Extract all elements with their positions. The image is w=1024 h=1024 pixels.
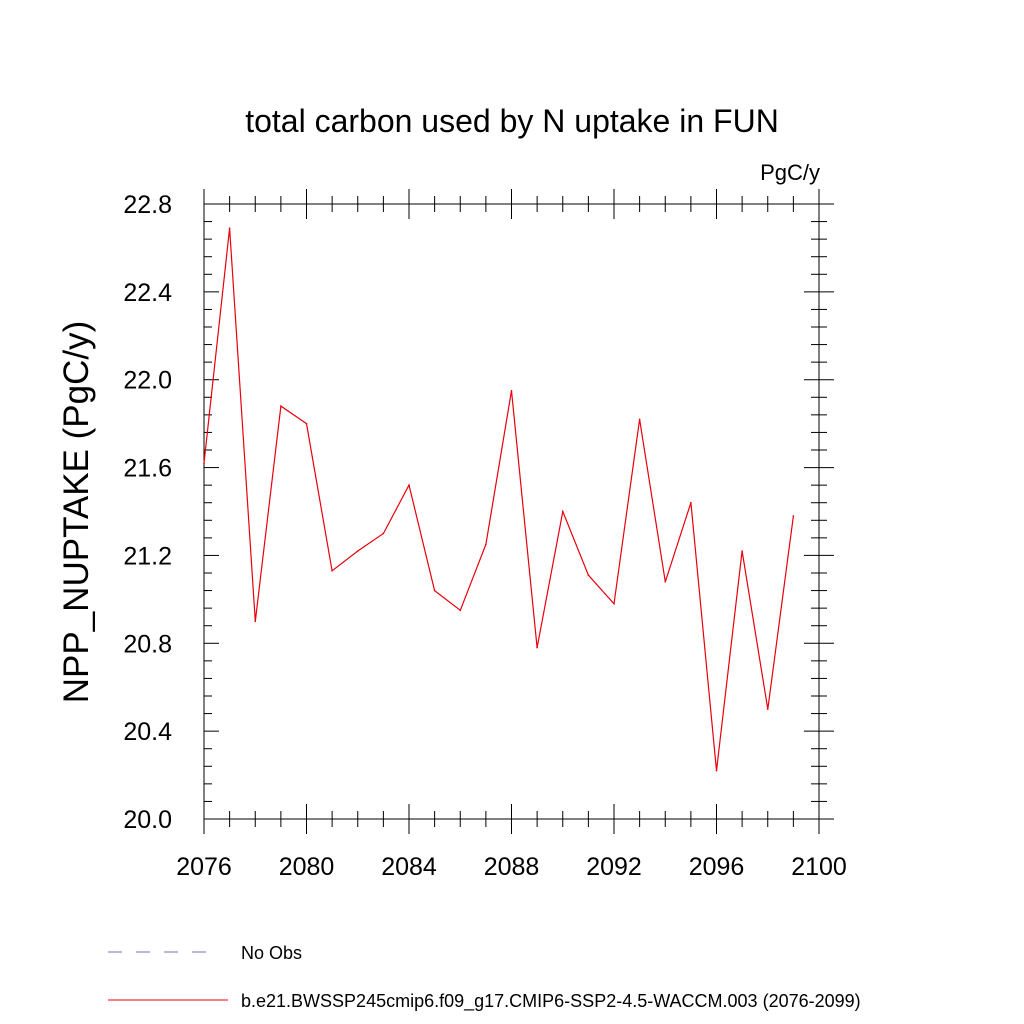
- data-point: [741, 550, 743, 552]
- x-tick-label: 2096: [689, 853, 745, 881]
- data-point: [408, 484, 410, 486]
- data-point: [536, 646, 538, 649]
- plot-frame: [203, 203, 820, 820]
- data-point: [331, 570, 333, 572]
- data-point: [485, 543, 487, 546]
- y-tick-label: 22.8: [123, 191, 172, 219]
- x-tick-label: 2088: [484, 853, 540, 881]
- chart-title: total carbon used by N uptake in FUN: [245, 103, 779, 139]
- data-point: [382, 532, 385, 535]
- data-point: [433, 589, 436, 592]
- data-point: [561, 510, 564, 513]
- data-point: [228, 227, 231, 229]
- legend: No Obs b.e21.BWSSP245cmip6.f09_g17.CMIP6…: [108, 943, 861, 1012]
- major-ticks: [203, 189, 834, 834]
- y-tick-label: 22.0: [123, 367, 172, 395]
- data-point: [792, 515, 795, 517]
- data-point: [638, 418, 641, 421]
- y-tick-label: 20.8: [123, 630, 172, 658]
- data-point: [254, 620, 257, 623]
- y-tick-label: 21.6: [123, 455, 172, 483]
- minor-ticks: [204, 196, 827, 827]
- x-tick-label: 2100: [791, 853, 847, 881]
- data-point: [203, 462, 205, 464]
- units-label: PgC/y: [760, 160, 820, 185]
- data-point: [613, 602, 615, 605]
- legend-label-model: b.e21.BWSSP245cmip6.f09_g17.CMIP6-SSP2-4…: [241, 991, 861, 1012]
- y-tick-labels: 20.0 20.4 20.8 21.2 21.6 22.0 22.4 22.8: [123, 191, 172, 834]
- y-tick-label: 22.4: [123, 279, 172, 307]
- x-tick-label: 2092: [586, 853, 642, 881]
- legend-label-no-obs: No Obs: [241, 943, 302, 963]
- x-tick-label: 2084: [381, 853, 437, 881]
- x-tick-label: 2076: [176, 853, 232, 881]
- y-tick-label: 21.2: [123, 542, 172, 570]
- data-point: [280, 405, 282, 407]
- x-tick-label: 2080: [279, 853, 335, 881]
- data-point: [664, 580, 667, 583]
- series-group: [203, 227, 795, 772]
- data-point: [510, 389, 513, 392]
- data-point: [766, 708, 769, 710]
- data-point: [690, 501, 692, 504]
- y-tick-label: 20.4: [123, 718, 172, 746]
- y-tick-label: 20.0: [123, 806, 172, 834]
- data-point: [305, 422, 308, 425]
- x-tick-labels: 2076 2080 2084 2088 2092 2096 2100: [176, 853, 847, 881]
- y-axis-label: NPP_NUPTAKE (PgC/y): [57, 321, 96, 704]
- data-point: [356, 550, 359, 552]
- series-line: [203, 228, 794, 771]
- data-point: [459, 609, 462, 612]
- data-point: [587, 574, 590, 576]
- data-point: [715, 769, 718, 772]
